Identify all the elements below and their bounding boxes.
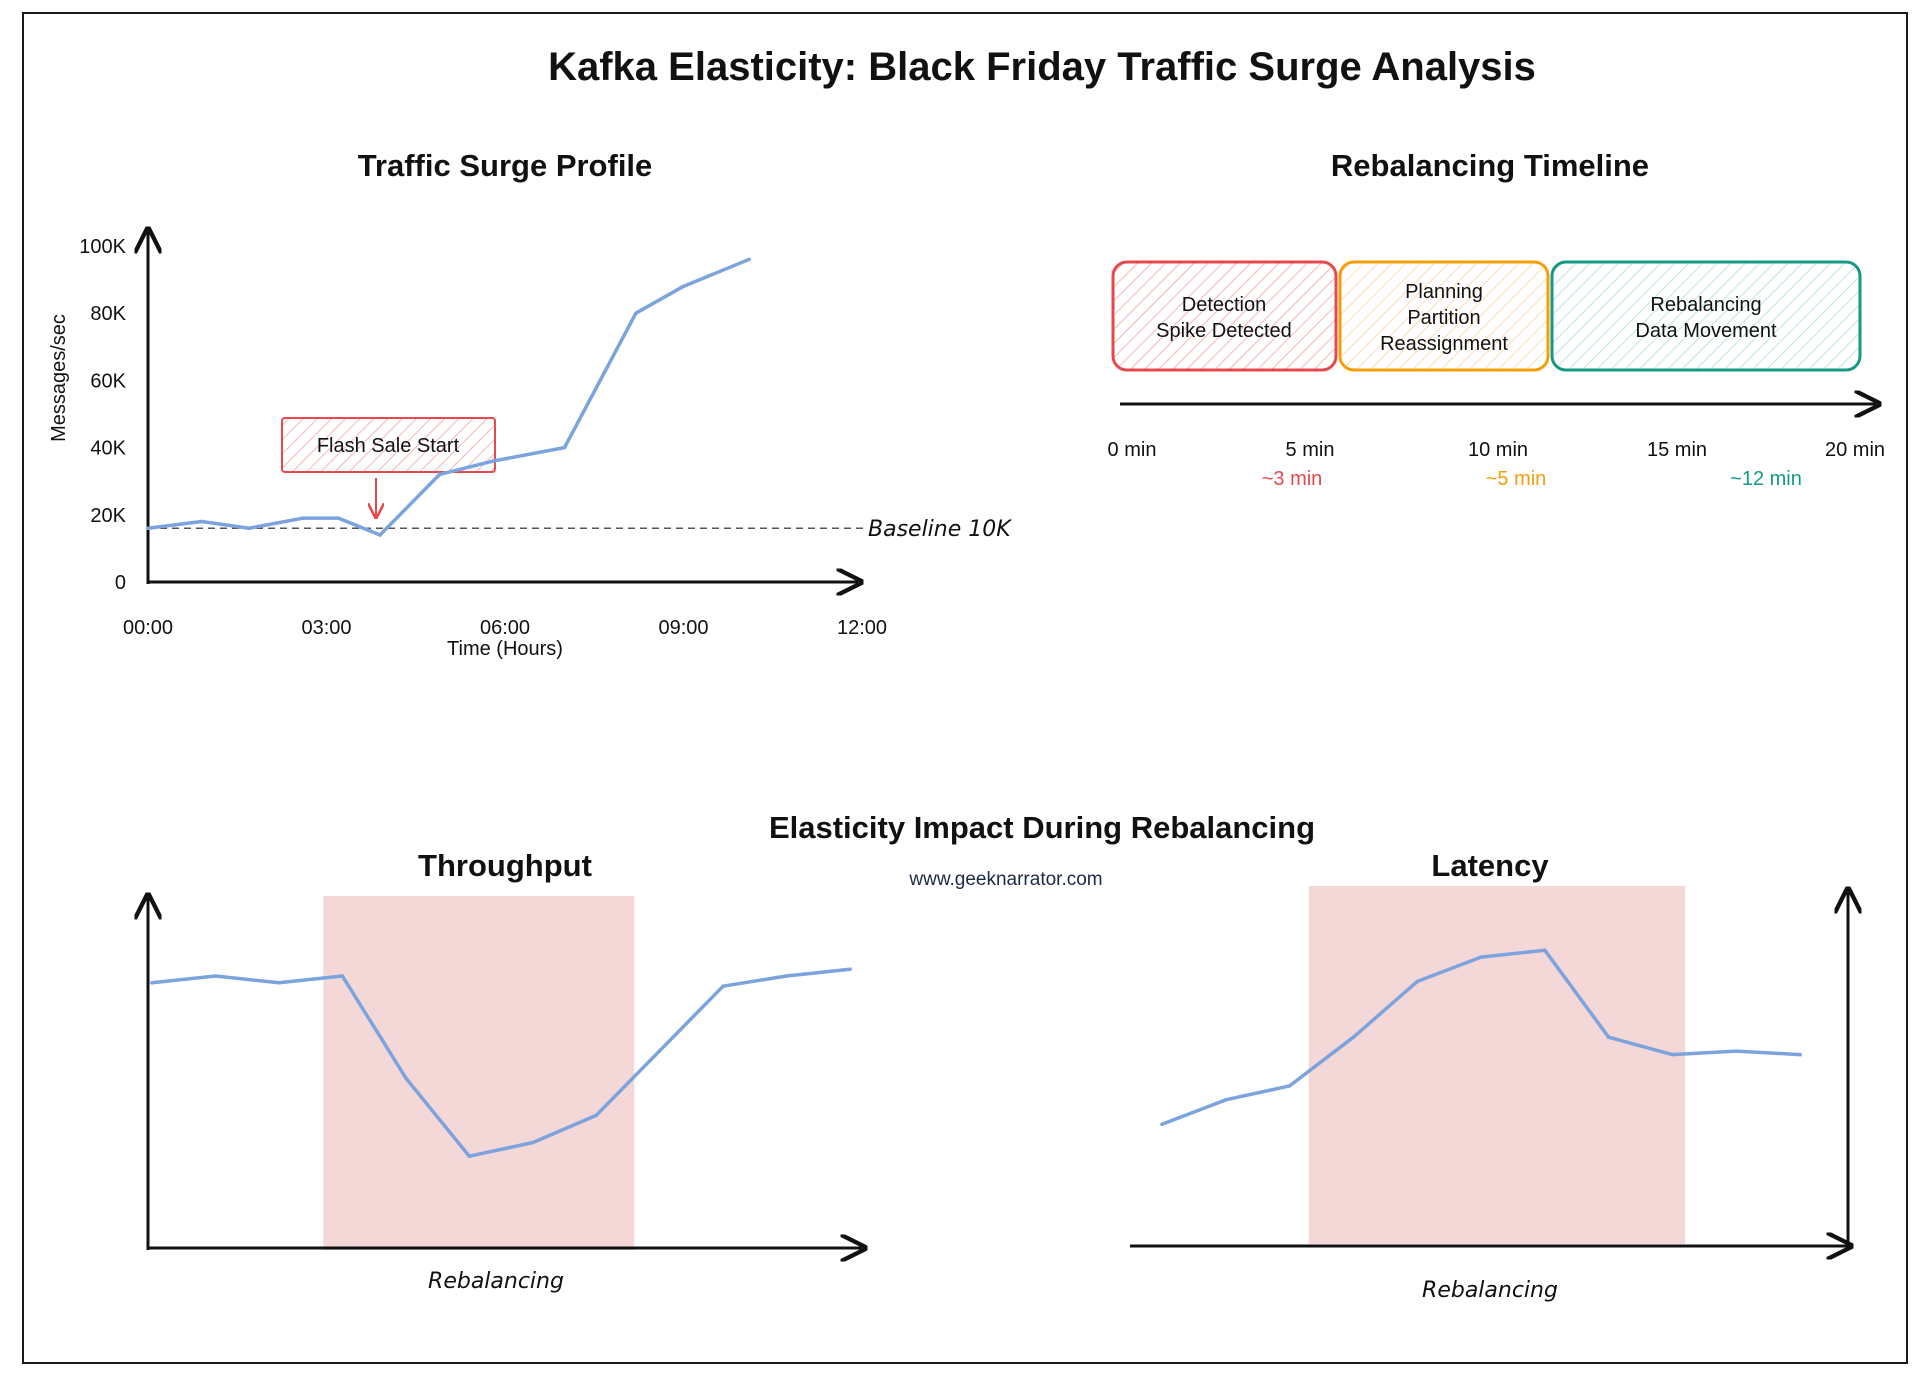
traffic-data-point xyxy=(146,526,150,531)
traffic-y-tick: 20K xyxy=(90,505,126,527)
traffic-data-point xyxy=(378,533,382,537)
throughput-data-point xyxy=(404,1076,408,1080)
traffic-chart-title: Traffic Surge Profile xyxy=(358,148,653,183)
latency-data-point xyxy=(1734,1049,1738,1053)
throughput-data-point xyxy=(594,1113,598,1118)
phase-detection-line-2: Spike Detected xyxy=(1156,320,1292,342)
traffic-data-point xyxy=(300,516,305,520)
traffic-data-point xyxy=(199,519,204,524)
traffic-x-tick: 03:00 xyxy=(301,617,351,639)
traffic-y-tick: 100K xyxy=(79,236,126,258)
traffic-x-tick: 06:00 xyxy=(480,617,530,639)
throughput-series-line xyxy=(150,967,852,1158)
throughput-chart: Throughput Rebalancing xyxy=(148,848,862,1294)
traffic-y-ticks: 100K 80K 60K 40K 20K 0 xyxy=(79,236,126,594)
main-title: Kafka Elasticity: Black Friday Traffic S… xyxy=(548,45,1536,89)
flash-sale-annotation: Flash Sale Start xyxy=(281,417,496,516)
traffic-data-point xyxy=(634,311,638,316)
throughput-x-axis-label: Rebalancing xyxy=(428,1269,564,1294)
throughput-data-point xyxy=(721,984,725,988)
traffic-x-tick: 12:00 xyxy=(837,617,887,639)
phase-planning-line-3: Reassignment xyxy=(1380,333,1508,355)
phase-planning-line-2: Partition xyxy=(1407,307,1480,329)
throughput-data-point xyxy=(277,981,281,985)
phase-planning-line-1: Planning xyxy=(1405,281,1483,303)
traffic-y-tick: 0 xyxy=(115,572,126,594)
phase-rebalancing-line-2: Data Movement xyxy=(1635,320,1777,342)
latency-data-point xyxy=(1670,1052,1675,1057)
throughput-rebalancing-region xyxy=(323,896,635,1250)
timeline-tick-10: 10 min xyxy=(1468,439,1528,461)
traffic-x-tick: 09:00 xyxy=(658,617,708,639)
latency-chart: Latency Rebalancing xyxy=(1130,848,1848,1303)
traffic-y-tick: 80K xyxy=(90,303,126,325)
latency-data-point xyxy=(1606,1035,1611,1039)
throughput-data-point xyxy=(530,1140,535,1145)
traffic-points xyxy=(146,257,751,537)
traffic-y-tick: 40K xyxy=(90,438,126,460)
phase-planning-box: Planning Partition Reassignment xyxy=(1338,260,1550,372)
timeline-tick-0: 0 min xyxy=(1108,439,1157,461)
phase-rebalancing-box: Rebalancing Data Movement xyxy=(1550,260,1862,372)
traffic-data-point xyxy=(437,472,442,477)
latency-data-point xyxy=(1415,979,1419,984)
latency-data-point xyxy=(1798,1052,1802,1057)
traffic-x-ticks: 00:00 03:00 06:00 09:00 12:00 xyxy=(123,617,887,639)
traffic-series-line xyxy=(146,257,751,537)
traffic-y-tick: 60K xyxy=(90,370,126,392)
diagram-frame xyxy=(22,12,1908,1364)
timeline-tick-15: 15 min xyxy=(1647,439,1707,461)
traffic-x-axis-label: Time (Hours) xyxy=(447,638,563,660)
phase-detection-box: Detection Spike Detected xyxy=(1111,260,1338,372)
latency-x-axis-label: Rebalancing xyxy=(1422,1278,1558,1303)
phase-rebalancing-duration: ~12 min xyxy=(1730,468,1802,490)
traffic-data-point xyxy=(247,526,251,531)
latency-data-point xyxy=(1479,955,1483,959)
throughput-data-point xyxy=(467,1154,472,1158)
throughput-points xyxy=(150,967,852,1158)
traffic-data-point xyxy=(562,445,567,450)
traffic-data-point xyxy=(747,257,751,262)
traffic-x-tick: 00:00 xyxy=(123,617,173,639)
throughput-data-point xyxy=(657,1049,662,1053)
timeline-tick-5: 5 min xyxy=(1286,439,1335,461)
latency-data-point xyxy=(1543,948,1547,952)
latency-points xyxy=(1160,948,1802,1126)
phase-detection-line-1: Detection xyxy=(1182,294,1267,316)
phase-detection-duration: ~3 min xyxy=(1262,468,1323,490)
latency-data-point xyxy=(1351,1035,1356,1039)
rebalancing-timeline: Rebalancing Timeline Detection Spike Det… xyxy=(1108,148,1885,490)
throughput-data-point xyxy=(848,967,852,971)
traffic-surge-chart: Traffic Surge Profile Messages/sec 100K 8… xyxy=(48,148,1012,660)
flash-sale-label: Flash Sale Start xyxy=(317,435,460,457)
phase-planning-duration: ~5 min xyxy=(1486,468,1547,490)
throughput-data-point xyxy=(150,981,154,985)
traffic-y-axis-label: Messages/sec xyxy=(48,314,70,442)
throughput-data-point xyxy=(213,974,218,978)
latency-data-point xyxy=(1287,1084,1292,1088)
timeline-title: Rebalancing Timeline xyxy=(1331,148,1649,183)
latency-rebalancing-region xyxy=(1308,886,1686,1244)
traffic-data-point xyxy=(336,516,341,520)
website-label: www.geeknarrator.com xyxy=(908,869,1102,890)
latency-data-point xyxy=(1160,1122,1164,1126)
traffic-data-point xyxy=(491,459,495,463)
timeline-tick-20: 20 min xyxy=(1825,439,1885,461)
latency-data-point xyxy=(1224,1098,1228,1102)
throughput-data-point xyxy=(340,974,345,978)
latency-title: Latency xyxy=(1431,848,1549,883)
impact-title: Elasticity Impact During Rebalancing xyxy=(769,810,1315,845)
throughput-title: Throughput xyxy=(418,848,592,883)
throughput-data-point xyxy=(784,974,789,978)
traffic-data-point xyxy=(681,284,686,289)
baseline-label: Baseline 10K xyxy=(868,517,1012,542)
phase-rebalancing-line-1: Rebalancing xyxy=(1650,294,1761,316)
